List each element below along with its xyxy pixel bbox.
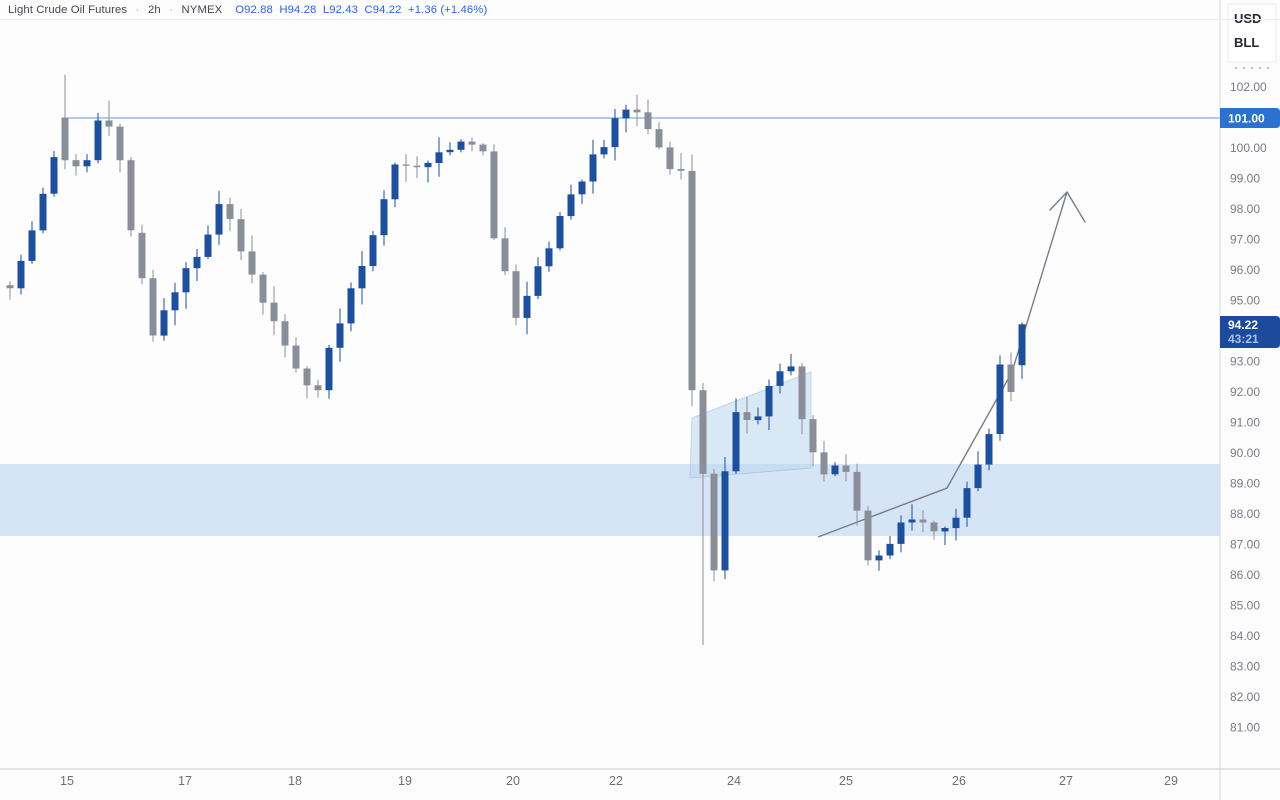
svg-text:100.00: 100.00: [1230, 141, 1267, 155]
svg-text:88.00: 88.00: [1230, 507, 1260, 521]
svg-text:24: 24: [727, 774, 741, 788]
svg-text:101.00: 101.00: [1228, 112, 1265, 126]
svg-text:81.00: 81.00: [1230, 721, 1260, 735]
svg-text:96.00: 96.00: [1230, 263, 1260, 277]
svg-text:15: 15: [60, 774, 74, 788]
svg-text:95.00: 95.00: [1230, 294, 1260, 308]
svg-text:90.00: 90.00: [1230, 446, 1260, 460]
svg-text:19: 19: [398, 774, 412, 788]
svg-text:25: 25: [839, 774, 853, 788]
svg-text:22: 22: [609, 774, 623, 788]
svg-text:91.00: 91.00: [1230, 416, 1260, 430]
svg-text:102.00: 102.00: [1230, 80, 1267, 94]
svg-text:92.00: 92.00: [1230, 385, 1260, 399]
svg-text:89.00: 89.00: [1230, 477, 1260, 491]
svg-text:18: 18: [288, 774, 302, 788]
svg-text:17: 17: [178, 774, 192, 788]
svg-text:98.00: 98.00: [1230, 202, 1260, 216]
svg-text:20: 20: [506, 774, 520, 788]
svg-text:87.00: 87.00: [1230, 538, 1260, 552]
svg-text:97.00: 97.00: [1230, 233, 1260, 247]
svg-text:85.00: 85.00: [1230, 599, 1260, 613]
svg-text:BLL: BLL: [1234, 35, 1259, 50]
svg-text:27: 27: [1059, 774, 1073, 788]
svg-text:86.00: 86.00: [1230, 568, 1260, 582]
svg-text:82.00: 82.00: [1230, 690, 1260, 704]
svg-text:93.00: 93.00: [1230, 355, 1260, 369]
svg-text:83.00: 83.00: [1230, 660, 1260, 674]
svg-text:94.22: 94.22: [1228, 318, 1258, 332]
svg-text:26: 26: [952, 774, 966, 788]
svg-text:84.00: 84.00: [1230, 629, 1260, 643]
svg-text:29: 29: [1164, 774, 1178, 788]
svg-text:99.00: 99.00: [1230, 172, 1260, 186]
svg-text:43:21: 43:21: [1228, 332, 1259, 346]
